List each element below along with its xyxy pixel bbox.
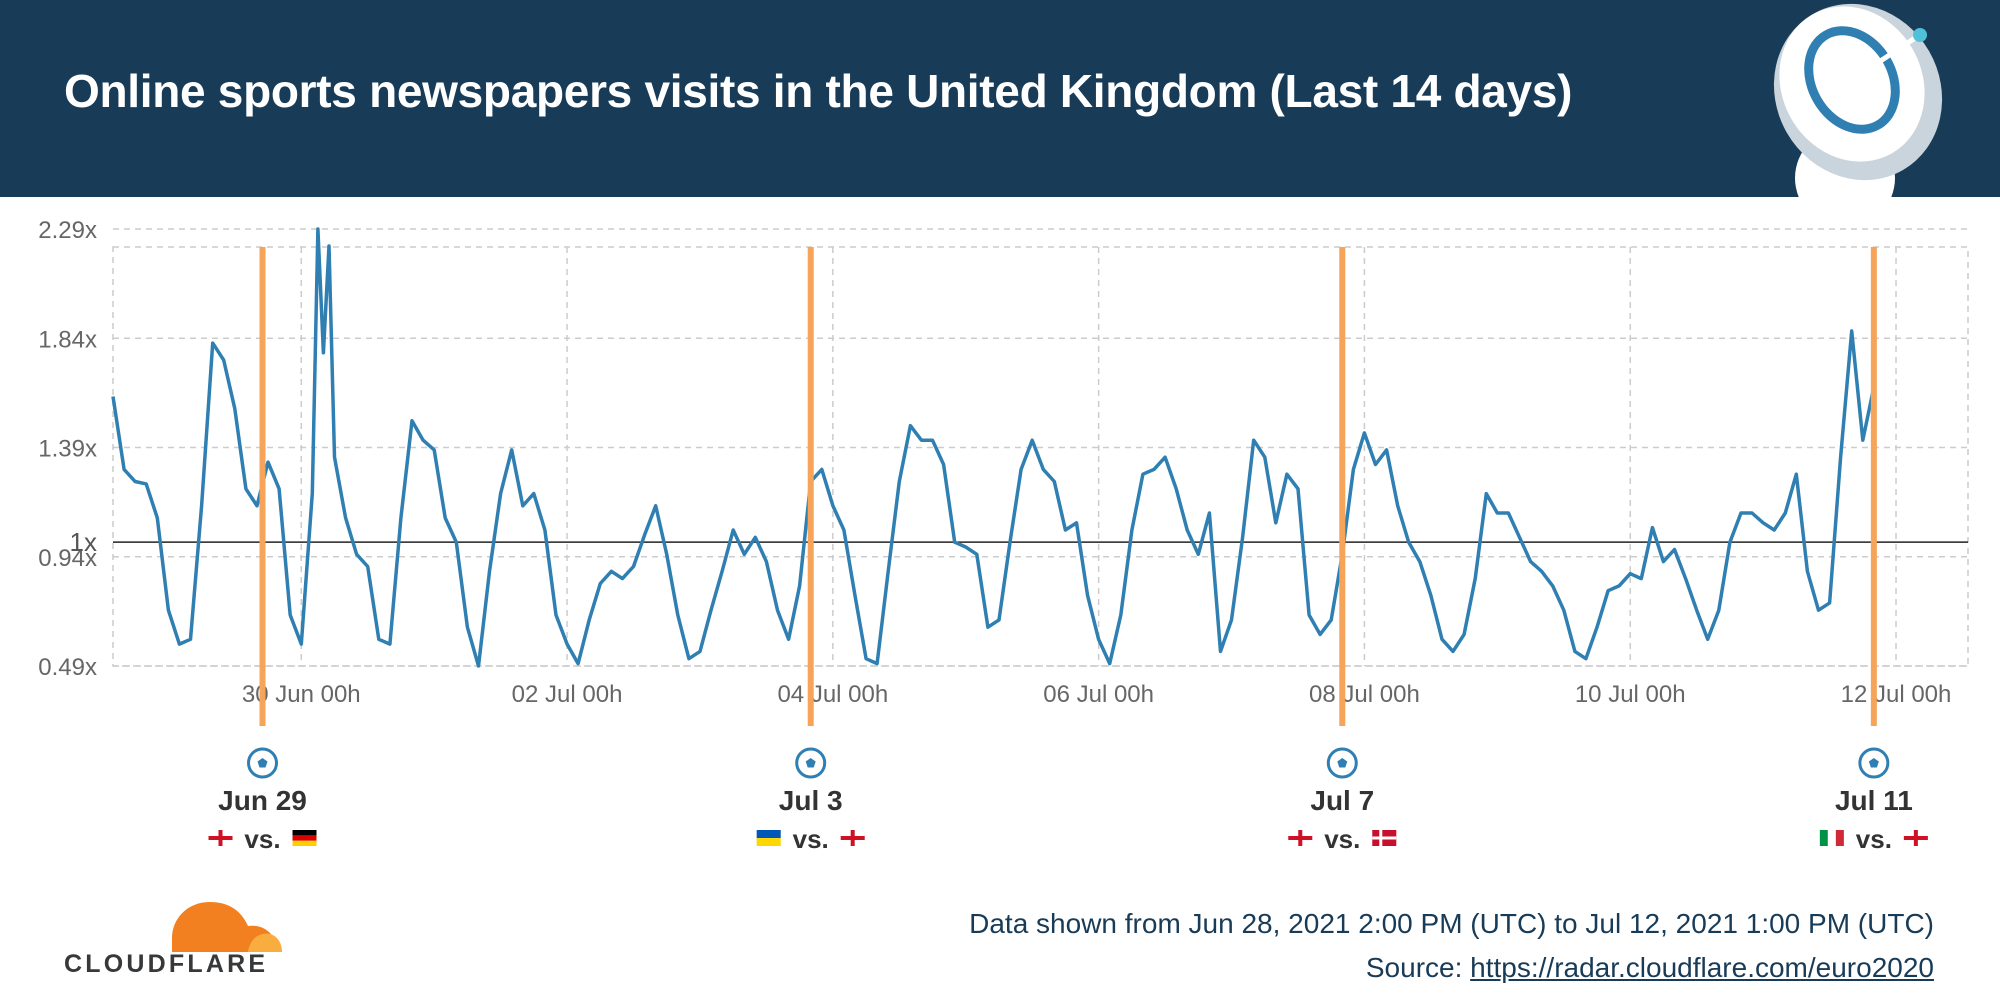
match-date-label: Jul 11	[1835, 785, 1913, 816]
cloudflare-wordmark: CLOUDFLARE	[64, 950, 269, 978]
match-marker: Jul 7 England vs. Denmark	[1288, 247, 1397, 854]
y-tick-label: 1.84x	[38, 326, 97, 353]
match-marker: Jul 3 Ukraine vs. England	[756, 247, 865, 854]
match-date-label: Jul 7	[1310, 785, 1374, 816]
flag-stripe	[1903, 836, 1928, 840]
x-tick-label: 08 Jul 00h	[1309, 681, 1420, 708]
header-banner: Online sports newspapers visits in the U…	[0, 0, 2000, 197]
soccer-ball-icon	[1326, 747, 1358, 779]
ball-patch	[805, 758, 816, 768]
flag-stripe	[840, 836, 865, 840]
plot-frame	[112, 246, 1969, 667]
ball-patch	[1337, 758, 1348, 768]
cloud-icon	[172, 902, 282, 952]
flag-stripe	[292, 840, 317, 846]
flag-icon: Ukraine	[756, 830, 781, 846]
y-tick-label: 0.94x	[38, 545, 97, 572]
soccer-ball-icon	[1858, 747, 1890, 779]
flag-stripe	[1827, 830, 1836, 846]
x-axis-ticks: 30 Jun 00h 02 Jul 00h 04 Jul 00h 06 Jul 00h…	[242, 681, 1952, 708]
date-range-text: Data shown from Jun 28, 2021 2:00 PM (UT…	[969, 908, 1934, 939]
ball-patch	[257, 758, 268, 768]
source-link[interactable]: https://radar.cloudflare.com/euro2020	[1470, 952, 1934, 983]
flag-stripe	[292, 830, 317, 836]
ball-patch	[1868, 758, 1879, 768]
soccer-ball-icon	[247, 747, 279, 779]
y-tick-label: 2.29x	[38, 217, 97, 244]
satellite-dish-icon	[1773, 3, 1943, 197]
match-vs-label: vs.	[1324, 824, 1360, 854]
match-vs-label: vs.	[1856, 824, 1892, 854]
match-markers: Jun 29 England vs. Germany Jul 3 Ukraine vs. En…	[208, 247, 1928, 854]
flag-stripe	[292, 835, 317, 841]
match-vs-label: vs.	[244, 824, 280, 854]
flag-icon: Italy	[1819, 830, 1844, 846]
match-marker: Jul 11 Italy vs. England	[1819, 247, 1928, 854]
match-date-label: Jul 3	[779, 785, 843, 816]
flag-stripe	[1819, 830, 1828, 846]
x-tick-label: 10 Jul 00h	[1575, 681, 1686, 708]
x-tick-label: 12 Jul 00h	[1841, 681, 1952, 708]
x-tick-label: 04 Jul 00h	[777, 681, 888, 708]
flag-stripe	[756, 838, 781, 846]
match-marker: Jun 29 England vs. Germany	[208, 247, 317, 854]
match-date-label: Jun 29	[218, 785, 307, 816]
soccer-ball-icon	[795, 747, 827, 779]
flag-icon: England	[1288, 830, 1313, 846]
flag-stripe	[208, 836, 233, 840]
y-tick-label: 0.49x	[38, 654, 97, 681]
baseline-label: 1x	[70, 527, 97, 557]
source-line: Source: https://radar.cloudflare.com/eur…	[969, 946, 1934, 990]
series-line	[111, 227, 1876, 668]
y-tick-label: 1.39x	[38, 436, 97, 463]
x-tick-label: 06 Jul 00h	[1043, 681, 1154, 708]
y-axis-ticks: 0.49x 0.94x 1.39x 1.84x 2.29x	[38, 217, 97, 681]
flag-stripe	[1372, 836, 1397, 840]
chart-title: Online sports newspapers visits in the U…	[64, 65, 1573, 117]
source-label: Source:	[1365, 952, 1471, 983]
cloudflare-logo: CLOUDFLARE	[64, 898, 284, 978]
x-tick-label: 02 Jul 00h	[512, 681, 623, 708]
flag-icon: Denmark	[1372, 830, 1397, 846]
flag-stripe	[1288, 836, 1313, 840]
flag-icon: Germany	[292, 830, 317, 846]
flag-icon: England	[1903, 830, 1928, 846]
footer-note: Data shown from Jun 28, 2021 2:00 PM (UT…	[969, 902, 1934, 990]
flag-icon: England	[840, 830, 865, 846]
grid-lines	[112, 228, 1969, 667]
match-vs-label: vs.	[793, 824, 829, 854]
flag-icon: England	[208, 830, 233, 846]
flag-stripe	[756, 830, 781, 838]
flag-stripe	[1835, 830, 1844, 846]
